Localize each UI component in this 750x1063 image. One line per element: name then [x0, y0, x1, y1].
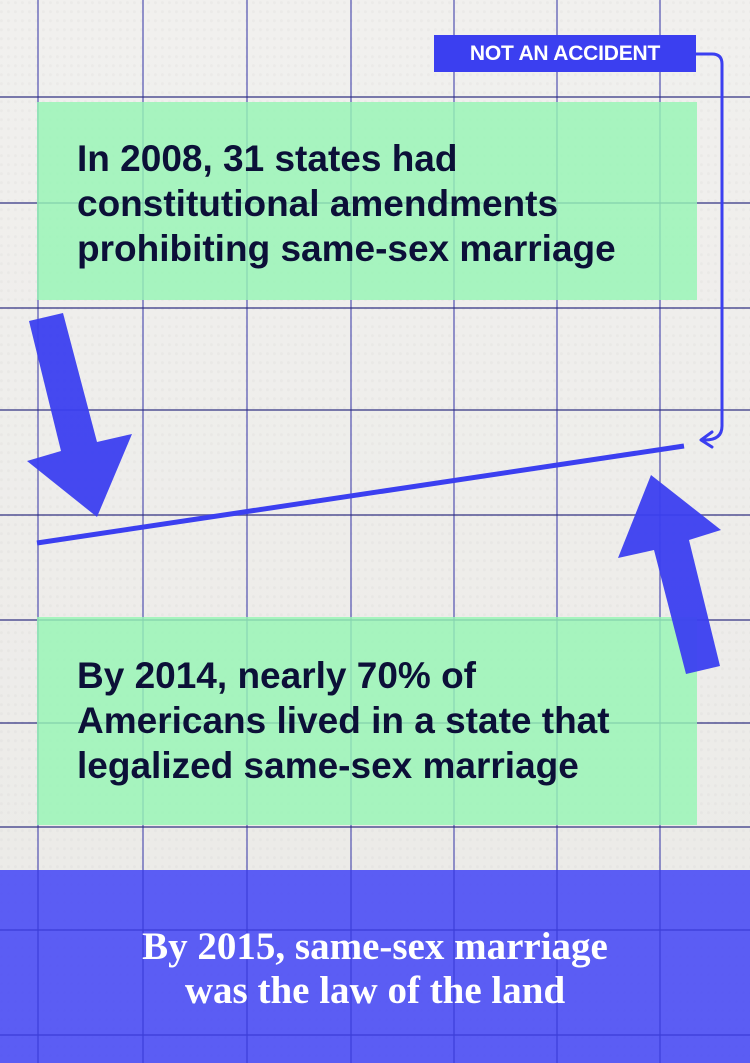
curved-return-arrow-icon — [694, 52, 724, 449]
trend-line — [36, 443, 685, 546]
conclusion-text: By 2015, same-sex marriage was the law o… — [0, 925, 750, 1013]
card-text-line: By 2014, nearly 70% of — [77, 655, 476, 696]
card-text-line: Americans lived in a state that — [77, 700, 610, 741]
badge-label: NOT AN ACCIDENT — [469, 41, 661, 65]
card-text-line: prohibiting same-sex marriage — [77, 228, 616, 269]
conclusion-line: By 2015, same-sex marriage — [142, 925, 608, 968]
arrow-up-left-icon — [618, 475, 721, 674]
card-text-line: In 2008, 31 states had — [77, 138, 458, 179]
card-text-line: constitutional amendments — [77, 183, 559, 224]
fact-card-2008: In 2008, 31 states had constitutional am… — [37, 102, 697, 300]
conclusion-line: was the law of the land — [184, 969, 566, 1012]
arrow-down-right-icon — [27, 313, 132, 517]
fact-card-2014: By 2014, nearly 70% of Americans lived i… — [37, 617, 697, 825]
not-an-accident-badge: NOT AN ACCIDENT — [434, 35, 696, 72]
card-text-line: legalized same-sex marriage — [77, 745, 579, 786]
conclusion-banner — [0, 870, 750, 1063]
